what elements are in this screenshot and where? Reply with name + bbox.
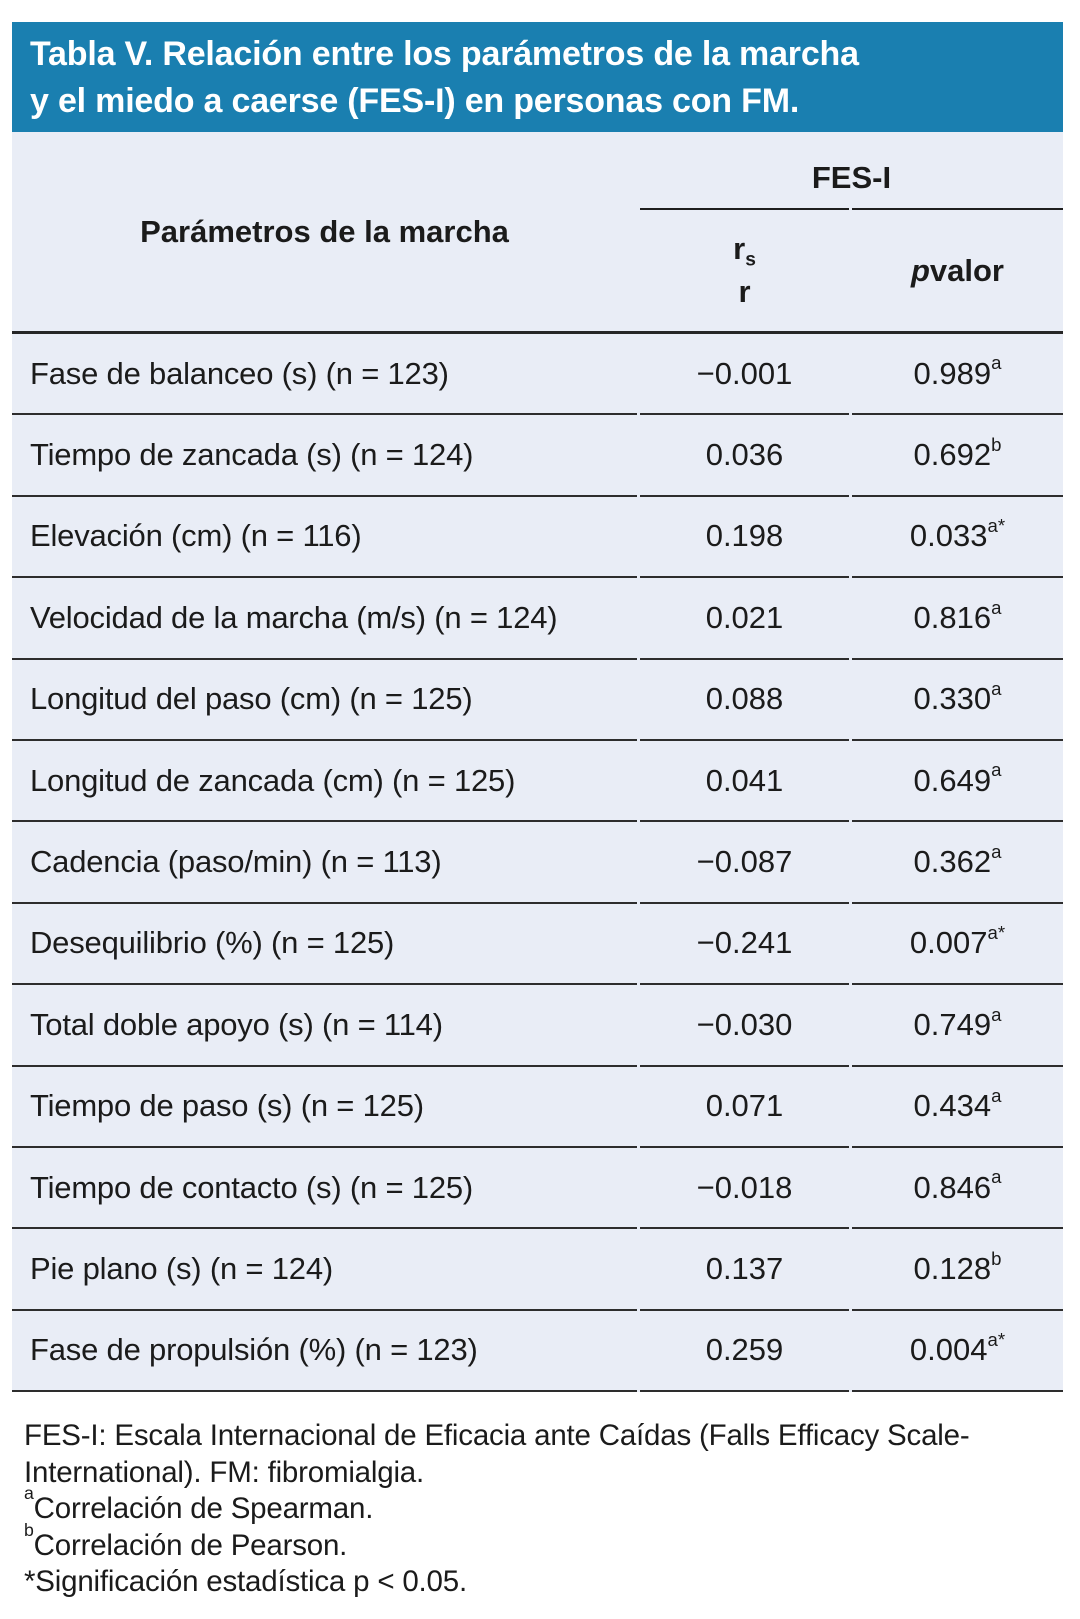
rs-label: rs xyxy=(733,230,756,271)
table-header: Parámetros de la marcha FES-I rs r p val… xyxy=(12,132,1063,334)
footnote-marker-b: b xyxy=(24,1519,34,1540)
rs-value-cell: 0.036 xyxy=(640,415,849,497)
rs-value-cell: 0.198 xyxy=(640,497,849,579)
table-row: Pie plano (s) (n = 124) 0.137 0.128 b xyxy=(12,1229,1063,1311)
table-row: Desequilibrio (%) (n = 125) −0.241 0.007… xyxy=(12,904,1063,986)
footnote-pearson: bCorrelación de Pearson. xyxy=(24,1519,348,1562)
fesi-group-header: FES-I xyxy=(811,160,892,195)
table-row: Velocidad de la marcha (m/s) (n = 124) 0… xyxy=(12,578,1063,660)
rs-value-cell: −0.241 xyxy=(640,904,849,986)
footnote-abbreviations: FES-I: Escala Internacional de Eficacia … xyxy=(24,1419,970,1489)
param-cell: Desequilibrio (%) (n = 125) xyxy=(12,904,637,986)
data-table: Parámetros de la marcha FES-I rs r p val… xyxy=(12,132,1063,1393)
fesi-underline-right xyxy=(852,208,1063,210)
p-value-cell: 0.846 a xyxy=(852,1148,1063,1230)
footnote-marker-a: a xyxy=(24,1483,34,1504)
param-cell: Tiempo de paso (s) (n = 125) xyxy=(12,1067,637,1148)
p-value-cell: 0.004 a* xyxy=(852,1311,1063,1393)
param-cell: Longitud del paso (cm) (n = 125) xyxy=(12,660,637,741)
p-value-cell: 0.816 a xyxy=(852,578,1063,660)
table-figure: Tabla V. Relación entre los parámetros d… xyxy=(12,22,1063,1601)
param-cell: Tiempo de zancada (s) (n = 124) xyxy=(12,415,637,497)
footnote-significance: *Significación estadística p < 0.05. xyxy=(24,1565,467,1599)
table-footnotes: FES-I: Escala Internacional de Eficacia … xyxy=(12,1418,1063,1601)
param-cell: Total doble apoyo (s) (n = 114) xyxy=(12,985,637,1067)
table-row: Tiempo de paso (s) (n = 125) 0.071 0.434… xyxy=(12,1067,1063,1148)
param-cell: Velocidad de la marcha (m/s) (n = 124) xyxy=(12,578,637,660)
fesi-underline-left xyxy=(640,208,849,210)
rs-value-cell: −0.030 xyxy=(640,985,849,1067)
rs-value-cell: 0.021 xyxy=(640,578,849,660)
r-label: r xyxy=(738,274,751,310)
table-row: Tiempo de contacto (s) (n = 125) −0.018 … xyxy=(12,1148,1063,1230)
p-value-cell: 0.007 a* xyxy=(852,904,1063,986)
p-value-cell: 0.649 a xyxy=(852,741,1063,823)
param-cell: Pie plano (s) (n = 124) xyxy=(12,1229,637,1311)
rs-value-cell: 0.088 xyxy=(640,660,849,741)
rs-column-header: rs r xyxy=(640,210,849,331)
table-title: Tabla V. Relación entre los parámetros d… xyxy=(12,22,1063,132)
p-value-cell: 0.434 a xyxy=(852,1067,1063,1148)
footnote-spearman: aCorrelación de Spearman. xyxy=(24,1483,374,1526)
rs-value-cell: −0.001 xyxy=(640,334,849,416)
table-row: Elevación (cm) (n = 116) 0.198 0.033 a* xyxy=(12,497,1063,579)
rs-value-cell: 0.071 xyxy=(640,1067,849,1148)
rs-value-cell: −0.018 xyxy=(640,1148,849,1230)
p-value-cell: 0.330 a xyxy=(852,660,1063,741)
p-value-cell: 0.362 a xyxy=(852,822,1063,904)
p-value-cell: 0.033 a* xyxy=(852,497,1063,579)
pvalue-column-header: p valor xyxy=(910,252,1005,288)
param-cell: Longitud de zancada (cm) (n = 125) xyxy=(12,741,637,823)
param-cell: Cadencia (paso/min) (n = 113) xyxy=(12,822,637,904)
p-value-cell: 0.989 a xyxy=(852,334,1063,416)
rs-value-cell: 0.259 xyxy=(640,1311,849,1393)
p-value-cell: 0.749 a xyxy=(852,985,1063,1067)
table-row: Fase de propulsión (%) (n = 123) 0.259 0… xyxy=(12,1311,1063,1393)
param-cell: Tiempo de contacto (s) (n = 125) xyxy=(12,1148,637,1230)
table-row: Total doble apoyo (s) (n = 114) −0.030 0… xyxy=(12,985,1063,1067)
param-cell: Fase de balanceo (s) (n = 123) xyxy=(12,334,637,416)
param-column-header: Parámetros de la marcha xyxy=(140,213,509,249)
param-cell: Elevación (cm) (n = 116) xyxy=(12,497,637,579)
table-row: Longitud del paso (cm) (n = 125) 0.088 0… xyxy=(12,660,1063,741)
p-value-cell: 0.128 b xyxy=(852,1229,1063,1311)
param-cell: Fase de propulsión (%) (n = 123) xyxy=(12,1311,637,1393)
rs-value-cell: −0.087 xyxy=(640,822,849,904)
table-row: Longitud de zancada (cm) (n = 125) 0.041… xyxy=(12,741,1063,823)
table-row: Cadencia (paso/min) (n = 113) −0.087 0.3… xyxy=(12,822,1063,904)
table-row: Fase de balanceo (s) (n = 123) −0.001 0.… xyxy=(12,334,1063,416)
p-value-cell: 0.692 b xyxy=(852,415,1063,497)
rs-value-cell: 0.041 xyxy=(640,741,849,823)
table-row: Tiempo de zancada (s) (n = 124) 0.036 0.… xyxy=(12,415,1063,497)
rs-value-cell: 0.137 xyxy=(640,1229,849,1311)
